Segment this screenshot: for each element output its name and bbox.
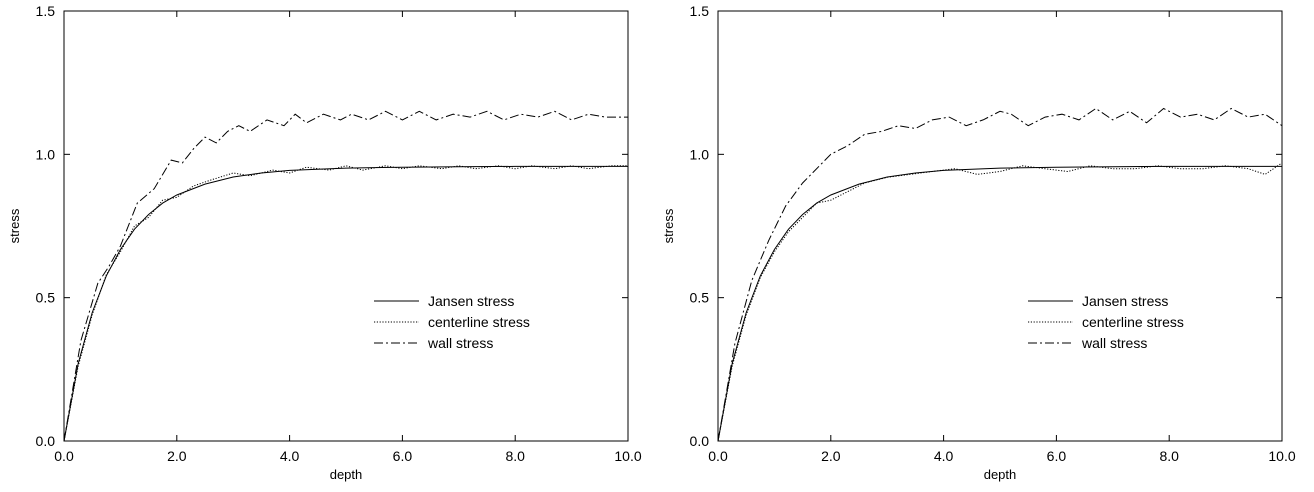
series-line-jansen-stress	[717, 165, 1282, 442]
x-tick-label: 4.0	[280, 448, 300, 464]
plot-frame	[717, 10, 1283, 442]
legend-label: Jansen stress	[1082, 293, 1168, 309]
x-tick-label: 8.0	[1159, 448, 1179, 464]
x-tick-label: 2.0	[167, 448, 187, 464]
y-tick-label: 0.5	[690, 290, 710, 306]
y-axis-title: stress	[7, 208, 22, 243]
y-tick-label: 1.5	[690, 3, 710, 19]
series-line-wall-stress	[63, 110, 628, 442]
legend-label: Jansen stress	[428, 293, 514, 309]
legend-label: wall stress	[427, 335, 493, 351]
y-tick-label: 0.5	[36, 290, 56, 306]
y-tick-label: 1.0	[36, 146, 56, 162]
series-line-wall-stress	[717, 107, 1283, 442]
series-line-centerline-stress	[63, 165, 628, 442]
x-tick-label: 0.0	[708, 448, 728, 464]
chart-panel-2: 0.0 2.0 4.0 6.0 8.0 10.0 0.0 0.5 1.0 1.5 depth stre…	[661, 3, 1296, 482]
series-line-centerline-stress	[717, 162, 1283, 442]
chart-panel-1: 0.0 2.0 4.0 6.0 8.0 10.0 0.0 0.5 1.0 1.5 depth stre…	[7, 3, 642, 482]
x-tick-label: 0.0	[54, 448, 74, 464]
plot-frame	[63, 10, 629, 442]
legend-label: centerline stress	[428, 314, 530, 330]
y-tick-label: 1.0	[690, 146, 710, 162]
y-tick-label: 1.5	[36, 3, 56, 19]
x-tick-label: 6.0	[1047, 448, 1067, 464]
y-tick-label: 0.0	[36, 433, 56, 449]
x-tick-label: 2.0	[821, 448, 841, 464]
x-tick-label: 6.0	[393, 448, 413, 464]
x-axis-title: depth	[330, 467, 363, 482]
legend-label: wall stress	[1081, 335, 1147, 351]
x-tick-label: 4.0	[934, 448, 954, 464]
y-tick-label: 0.0	[690, 433, 710, 449]
x-axis-title: depth	[984, 467, 1017, 482]
series-line-jansen-stress	[63, 165, 628, 442]
legend-label: centerline stress	[1082, 314, 1184, 330]
x-tick-label: 8.0	[505, 448, 525, 464]
y-axis-title: stress	[661, 208, 676, 243]
x-tick-label: 10.0	[614, 448, 641, 464]
legend: Jansen stress centerline stress wall stres…	[1028, 293, 1184, 351]
legend: Jansen stress centerline stress wall stres…	[374, 293, 530, 351]
x-tick-label: 10.0	[1268, 448, 1295, 464]
